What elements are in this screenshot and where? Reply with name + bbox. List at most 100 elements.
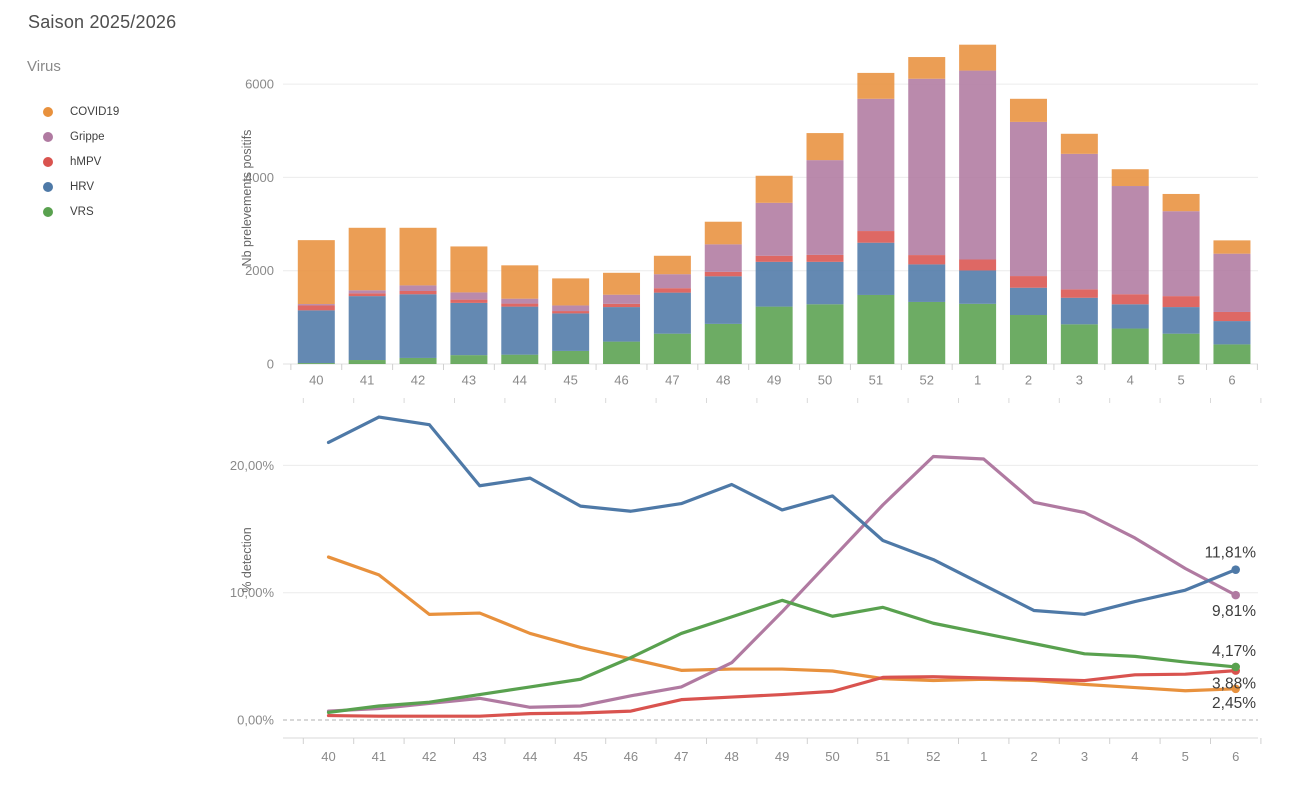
bar-segment-hMPV-week-45[interactable] xyxy=(552,311,590,314)
bar-segment-HRV-week-40[interactable] xyxy=(297,310,335,364)
bar-segment-HRV-week-6[interactable] xyxy=(1213,321,1251,345)
bar-segment-COVID19-week-48[interactable] xyxy=(704,221,742,245)
bar-segment-HRV-week-45[interactable] xyxy=(552,313,590,351)
bar-segment-Grippe-week-43[interactable] xyxy=(450,292,488,300)
bar-segment-VRS-week-45[interactable] xyxy=(552,350,590,364)
bar-segment-Grippe-week-6[interactable] xyxy=(1213,253,1251,312)
bar-segment-HRV-week-43[interactable] xyxy=(450,302,488,356)
bar-segment-VRS-week-3[interactable] xyxy=(1060,324,1098,364)
bar-segment-Grippe-week-51[interactable] xyxy=(857,98,895,232)
bar-segment-COVID19-week-3[interactable] xyxy=(1060,133,1098,154)
bar-segment-COVID19-week-42[interactable] xyxy=(399,227,437,286)
bar-segment-HRV-week-51[interactable] xyxy=(857,242,895,295)
bar-segment-Grippe-week-46[interactable] xyxy=(603,294,641,304)
bar-segment-hMPV-week-3[interactable] xyxy=(1060,289,1098,298)
bar-segment-Grippe-week-44[interactable] xyxy=(501,298,539,304)
bar-segment-COVID19-week-45[interactable] xyxy=(552,278,590,306)
bar-segment-HRV-week-48[interactable] xyxy=(704,276,742,324)
legend-item-hrv[interactable]: HRV xyxy=(27,174,119,199)
bar-segment-VRS-week-4[interactable] xyxy=(1111,328,1149,364)
bar-segment-COVID19-week-43[interactable] xyxy=(450,246,488,293)
bar-segment-hMPV-week-51[interactable] xyxy=(857,231,895,243)
bar-segment-Grippe-week-48[interactable] xyxy=(704,244,742,272)
bar-segment-HRV-week-49[interactable] xyxy=(755,261,793,307)
bar-segment-hMPV-week-40[interactable] xyxy=(297,305,335,311)
bar-segment-COVID19-week-6[interactable] xyxy=(1213,240,1251,254)
bar-segment-hMPV-week-44[interactable] xyxy=(501,303,539,307)
bar-segment-VRS-week-51[interactable] xyxy=(857,294,895,364)
bar-segment-VRS-week-52[interactable] xyxy=(908,301,946,364)
bar-segment-VRS-week-44[interactable] xyxy=(501,354,539,364)
bar-segment-hMPV-week-1[interactable] xyxy=(959,259,997,271)
line-series-hMPV[interactable] xyxy=(326,669,1238,718)
bar-segment-Grippe-week-4[interactable] xyxy=(1111,186,1149,295)
line-series-VRS[interactable] xyxy=(326,598,1238,714)
bar-segment-COVID19-week-47[interactable] xyxy=(653,255,691,275)
bar-segment-VRS-week-6[interactable] xyxy=(1213,344,1251,364)
bar-segment-COVID19-week-50[interactable] xyxy=(806,133,844,161)
bar-segment-HRV-week-3[interactable] xyxy=(1060,297,1098,325)
bar-segment-COVID19-week-51[interactable] xyxy=(857,72,895,99)
bar-segment-VRS-week-5[interactable] xyxy=(1162,333,1200,364)
bar-segment-HRV-week-42[interactable] xyxy=(399,294,437,358)
bar-segment-HRV-week-52[interactable] xyxy=(908,264,946,302)
bar-segment-Grippe-week-50[interactable] xyxy=(806,160,844,255)
bar-segment-HRV-week-1[interactable] xyxy=(959,270,997,304)
bar-segment-HRV-week-47[interactable] xyxy=(653,292,691,334)
bar-segment-VRS-week-49[interactable] xyxy=(755,306,793,364)
bar-segment-COVID19-week-41[interactable] xyxy=(348,227,386,291)
bar-segment-hMPV-week-47[interactable] xyxy=(653,288,691,293)
line-series-HRV[interactable] xyxy=(326,415,1238,616)
bar-segment-Grippe-week-3[interactable] xyxy=(1060,153,1098,290)
bar-segment-Grippe-week-1[interactable] xyxy=(959,70,997,260)
bar-segment-hMPV-week-6[interactable] xyxy=(1213,311,1251,322)
legend-item-vrs[interactable]: VRS xyxy=(27,199,119,224)
bar-segment-Grippe-week-40[interactable] xyxy=(297,304,335,306)
bar-segment-COVID19-week-2[interactable] xyxy=(1009,98,1047,122)
line-endpoint-HRV[interactable] xyxy=(1231,565,1240,574)
bar-segment-Grippe-week-49[interactable] xyxy=(755,202,793,256)
bar-segment-VRS-week-48[interactable] xyxy=(704,323,742,364)
line-endpoint-COVID19[interactable] xyxy=(1231,684,1240,694)
bar-segment-Grippe-week-52[interactable] xyxy=(908,78,946,256)
bar-segment-hMPV-week-50[interactable] xyxy=(806,254,844,262)
bar-segment-HRV-week-4[interactable] xyxy=(1111,304,1149,329)
bar-segment-HRV-week-50[interactable] xyxy=(806,261,844,305)
bar-segment-hMPV-week-2[interactable] xyxy=(1009,276,1047,288)
bar-segment-hMPV-week-41[interactable] xyxy=(348,293,386,297)
bar-segment-hMPV-week-4[interactable] xyxy=(1111,294,1149,305)
bar-segment-COVID19-week-44[interactable] xyxy=(501,265,539,299)
bar-segment-VRS-week-50[interactable] xyxy=(806,304,844,364)
bar-segment-Grippe-week-41[interactable] xyxy=(348,290,386,294)
line-endpoint-VRS[interactable] xyxy=(1231,662,1240,672)
bar-segment-Grippe-week-47[interactable] xyxy=(653,274,691,289)
bar-segment-COVID19-week-46[interactable] xyxy=(603,272,641,295)
bar-segment-COVID19-week-49[interactable] xyxy=(755,175,793,203)
bar-segment-VRS-week-41[interactable] xyxy=(348,360,386,364)
bar-segment-VRS-week-46[interactable] xyxy=(603,341,641,364)
line-series-Grippe[interactable] xyxy=(326,454,1238,713)
bar-segment-HRV-week-5[interactable] xyxy=(1162,307,1200,334)
bar-segment-VRS-week-47[interactable] xyxy=(653,333,691,364)
line-endpoint-Grippe[interactable] xyxy=(1231,590,1240,600)
bar-segment-VRS-week-42[interactable] xyxy=(399,357,437,364)
legend-item-hmpv[interactable]: hMPV xyxy=(27,149,119,174)
bar-segment-Grippe-week-45[interactable] xyxy=(552,305,590,312)
bar-segment-HRV-week-41[interactable] xyxy=(348,296,386,361)
bar-segment-VRS-week-40[interactable] xyxy=(297,363,335,364)
bar-segment-VRS-week-43[interactable] xyxy=(450,355,488,364)
legend-item-grippe[interactable]: Grippe xyxy=(27,124,119,149)
bar-segment-COVID19-week-1[interactable] xyxy=(959,44,997,71)
bar-segment-Grippe-week-42[interactable] xyxy=(399,285,437,291)
bar-segment-Grippe-week-5[interactable] xyxy=(1162,211,1200,297)
bar-segment-hMPV-week-52[interactable] xyxy=(908,255,946,265)
bar-segment-Grippe-week-2[interactable] xyxy=(1009,121,1047,277)
bar-segment-hMPV-week-48[interactable] xyxy=(704,271,742,277)
bar-segment-hMPV-week-46[interactable] xyxy=(603,303,641,308)
bar-segment-COVID19-week-40[interactable] xyxy=(297,240,335,305)
bar-segment-hMPV-week-42[interactable] xyxy=(399,290,437,295)
bar-segment-hMPV-week-5[interactable] xyxy=(1162,296,1200,308)
bar-segment-VRS-week-1[interactable] xyxy=(959,303,997,364)
bar-segment-hMPV-week-49[interactable] xyxy=(755,255,793,262)
legend-item-covid19[interactable]: COVID19 xyxy=(27,99,119,124)
